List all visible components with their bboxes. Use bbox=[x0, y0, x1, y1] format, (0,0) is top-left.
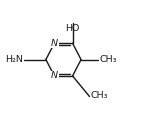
Text: N: N bbox=[51, 39, 58, 48]
Text: N: N bbox=[51, 71, 58, 80]
Text: CH₃: CH₃ bbox=[99, 55, 117, 64]
Text: HO: HO bbox=[65, 24, 80, 33]
Text: H₂N: H₂N bbox=[6, 55, 24, 64]
Text: CH₃: CH₃ bbox=[91, 91, 108, 100]
